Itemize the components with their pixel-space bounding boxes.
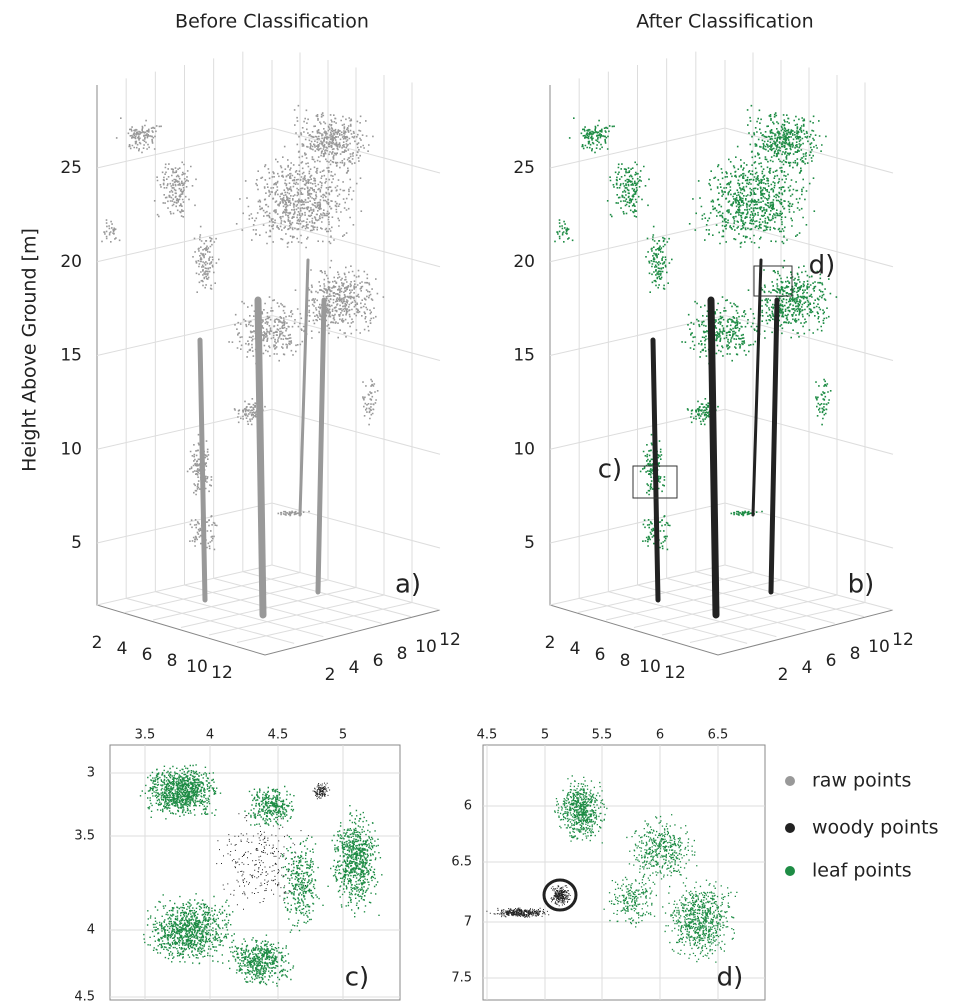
- trunk: [258, 300, 263, 615]
- trunk: [200, 340, 205, 600]
- axis-frame: [97, 85, 440, 655]
- y-tick-label: 6: [826, 651, 837, 671]
- x-tick-label: 6: [142, 645, 153, 665]
- y-tick-label: 8: [397, 644, 408, 664]
- grid-line: [550, 222, 893, 267]
- z-tick-label: 15: [513, 346, 535, 366]
- grid-line: [550, 409, 893, 454]
- y-tick-label: 7.5: [451, 971, 472, 986]
- z-tick-label: 25: [60, 158, 82, 178]
- trunk: [771, 300, 777, 592]
- legend-marker: [785, 823, 795, 833]
- legend-label: leaf points: [812, 860, 912, 882]
- grid-line: [550, 503, 893, 548]
- y-tick-label: 2: [325, 665, 336, 685]
- trunk: [300, 260, 308, 515]
- x-tick-label: 12: [664, 663, 686, 683]
- panel-title: After Classification: [636, 11, 813, 33]
- z-tick-label: 5: [524, 533, 535, 553]
- y-tick-label: 4: [87, 923, 95, 938]
- y-tick-label: 6: [464, 799, 472, 814]
- y-tick-label: 3.5: [74, 829, 95, 844]
- legend-label: woody points: [812, 817, 939, 839]
- z-tick-label: 10: [513, 439, 535, 459]
- grid-line: [97, 503, 440, 548]
- x-tick-label: 6: [656, 728, 664, 743]
- z-tick-label: 15: [60, 346, 82, 366]
- x-tick-label: 4: [117, 639, 128, 659]
- x-tick-label: 8: [620, 651, 631, 671]
- y-tick-label: 8: [850, 644, 861, 664]
- legend-label: raw points: [812, 770, 911, 792]
- x-tick-label: 3.5: [135, 728, 156, 743]
- panel-label: c): [345, 963, 369, 993]
- axis-frame: [550, 85, 893, 655]
- grid-line: [97, 409, 440, 454]
- x-tick-label: 6: [595, 645, 606, 665]
- figure: 5101520252468101224681012Before Classifi…: [0, 0, 960, 1005]
- z-axis-label: Height Above Ground [m]: [19, 228, 41, 472]
- x-tick-label: 5: [339, 728, 347, 743]
- box-label: c): [598, 455, 622, 485]
- y-tick-label: 10: [415, 637, 437, 657]
- z-tick-label: 5: [71, 533, 82, 553]
- y-tick-label: 12: [439, 630, 461, 650]
- x-tick-label: 6.5: [708, 728, 729, 743]
- y-tick-label: 3: [87, 766, 95, 781]
- z-tick-label: 20: [513, 252, 535, 272]
- x-tick-label: 10: [186, 657, 208, 677]
- grid-line: [97, 222, 440, 267]
- panel-label: b): [848, 570, 875, 600]
- x-tick-label: 5: [541, 728, 549, 743]
- woody-points: [216, 783, 330, 910]
- panel-label: d): [717, 963, 744, 993]
- y-tick-label: 7: [464, 915, 472, 930]
- x-tick-label: 10: [639, 657, 661, 677]
- trunk: [653, 340, 658, 600]
- y-tick-label: 6: [373, 651, 384, 671]
- x-tick-label: 4: [206, 728, 214, 743]
- y-tick-label: 12: [892, 630, 914, 650]
- panel-label: a): [395, 570, 421, 600]
- y-tick-label: 10: [868, 637, 890, 657]
- z-tick-label: 25: [513, 158, 535, 178]
- z-tick-label: 20: [60, 252, 82, 272]
- leaf-points: [554, 775, 737, 963]
- x-tick-label: 2: [92, 633, 103, 653]
- x-tick-label: 4: [570, 639, 581, 659]
- y-tick-label: 4: [802, 658, 813, 678]
- x-tick-label: 4.5: [268, 728, 289, 743]
- y-tick-label: 6.5: [451, 855, 472, 870]
- trunk: [753, 260, 761, 515]
- x-tick-label: 12: [211, 663, 233, 683]
- z-tick-label: 10: [60, 439, 82, 459]
- leaf-points: [140, 764, 383, 986]
- panel-title: Before Classification: [175, 11, 369, 33]
- y-tick-label: 4.5: [74, 990, 95, 1005]
- x-tick-label: 4.5: [477, 728, 498, 743]
- y-tick-label: 4: [349, 658, 360, 678]
- trunk: [711, 300, 716, 615]
- legend-marker: [785, 776, 795, 786]
- y-tick-label: 2: [778, 665, 789, 685]
- box-label: d): [809, 251, 836, 281]
- x-tick-label: 8: [167, 651, 178, 671]
- legend-marker: [785, 866, 795, 876]
- x-tick-label: 2: [545, 633, 556, 653]
- woody-points: [486, 885, 570, 918]
- trunk: [318, 300, 324, 592]
- x-tick-label: 5.5: [592, 728, 613, 743]
